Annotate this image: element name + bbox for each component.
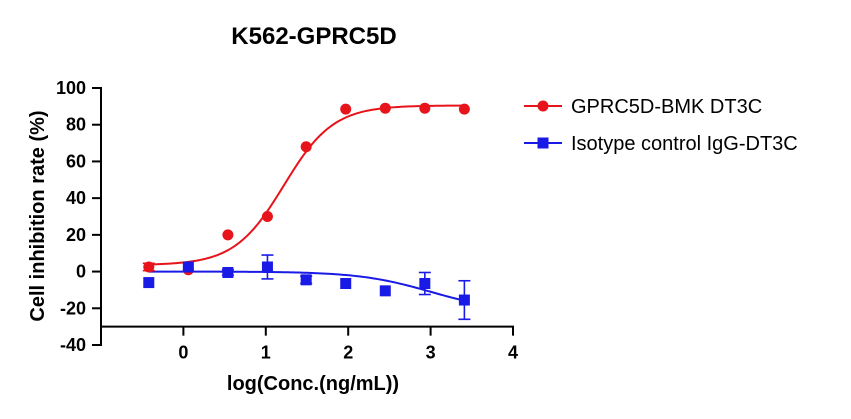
y-tick-label: 20 bbox=[66, 225, 86, 245]
data-point-square bbox=[340, 278, 352, 290]
x-tick-label: 0 bbox=[178, 343, 188, 363]
y-axis-label: Cell inhibition rate (%) bbox=[27, 110, 49, 321]
y-tick-label: 60 bbox=[66, 151, 86, 171]
data-point-square bbox=[458, 294, 470, 306]
data-point-circle bbox=[419, 102, 431, 114]
axis-ticks: -40 -20 0 20 40 60 80 100 0 1 2 3 4 bbox=[56, 78, 518, 363]
x-tick-label: 3 bbox=[426, 343, 436, 363]
fit-curves bbox=[148, 104, 465, 302]
y-tick-label: 40 bbox=[66, 188, 86, 208]
y-tick-label: -20 bbox=[60, 298, 86, 318]
data-point-square bbox=[300, 274, 312, 286]
legend-label-2: Isotype control IgG-DT3C bbox=[571, 133, 798, 155]
data-point-circle bbox=[379, 102, 391, 114]
data-point-square bbox=[182, 261, 194, 273]
x-axis-label: log(Conc.(ng/mL)) bbox=[227, 373, 399, 395]
data-point-square bbox=[261, 261, 273, 273]
legend-label-1: GPRC5D-BMK DT3C bbox=[571, 96, 762, 118]
y-tick-label: 100 bbox=[56, 78, 86, 98]
data-point-circle bbox=[300, 141, 312, 153]
data-point-square bbox=[143, 277, 155, 289]
data-point-square bbox=[222, 266, 234, 278]
fit-curve-2 bbox=[148, 270, 465, 302]
x-tick-label: 4 bbox=[508, 343, 518, 363]
legend: GPRC5D-BMK DT3C Isotype control IgG-DT3C bbox=[524, 96, 798, 155]
data-point-square bbox=[419, 278, 431, 290]
fit-curve-1 bbox=[148, 104, 465, 266]
y-tick-label: -40 bbox=[60, 335, 86, 355]
axes bbox=[100, 87, 514, 346]
data-points bbox=[143, 102, 470, 306]
data-point-circle bbox=[261, 211, 273, 222]
data-point-square bbox=[379, 285, 391, 297]
x-tick-label: 2 bbox=[343, 343, 353, 363]
legend-marker-circle bbox=[537, 100, 549, 112]
data-point-circle bbox=[458, 103, 470, 115]
data-point-circle bbox=[222, 229, 234, 241]
y-tick-label: 80 bbox=[66, 115, 86, 135]
chart-title: K562-GPRC5D bbox=[231, 23, 396, 50]
data-point-circle bbox=[340, 103, 352, 115]
y-tick-label: 0 bbox=[76, 262, 86, 282]
x-tick-label: 1 bbox=[261, 343, 271, 363]
legend-marker-square bbox=[537, 137, 549, 149]
data-point-circle bbox=[143, 261, 155, 273]
